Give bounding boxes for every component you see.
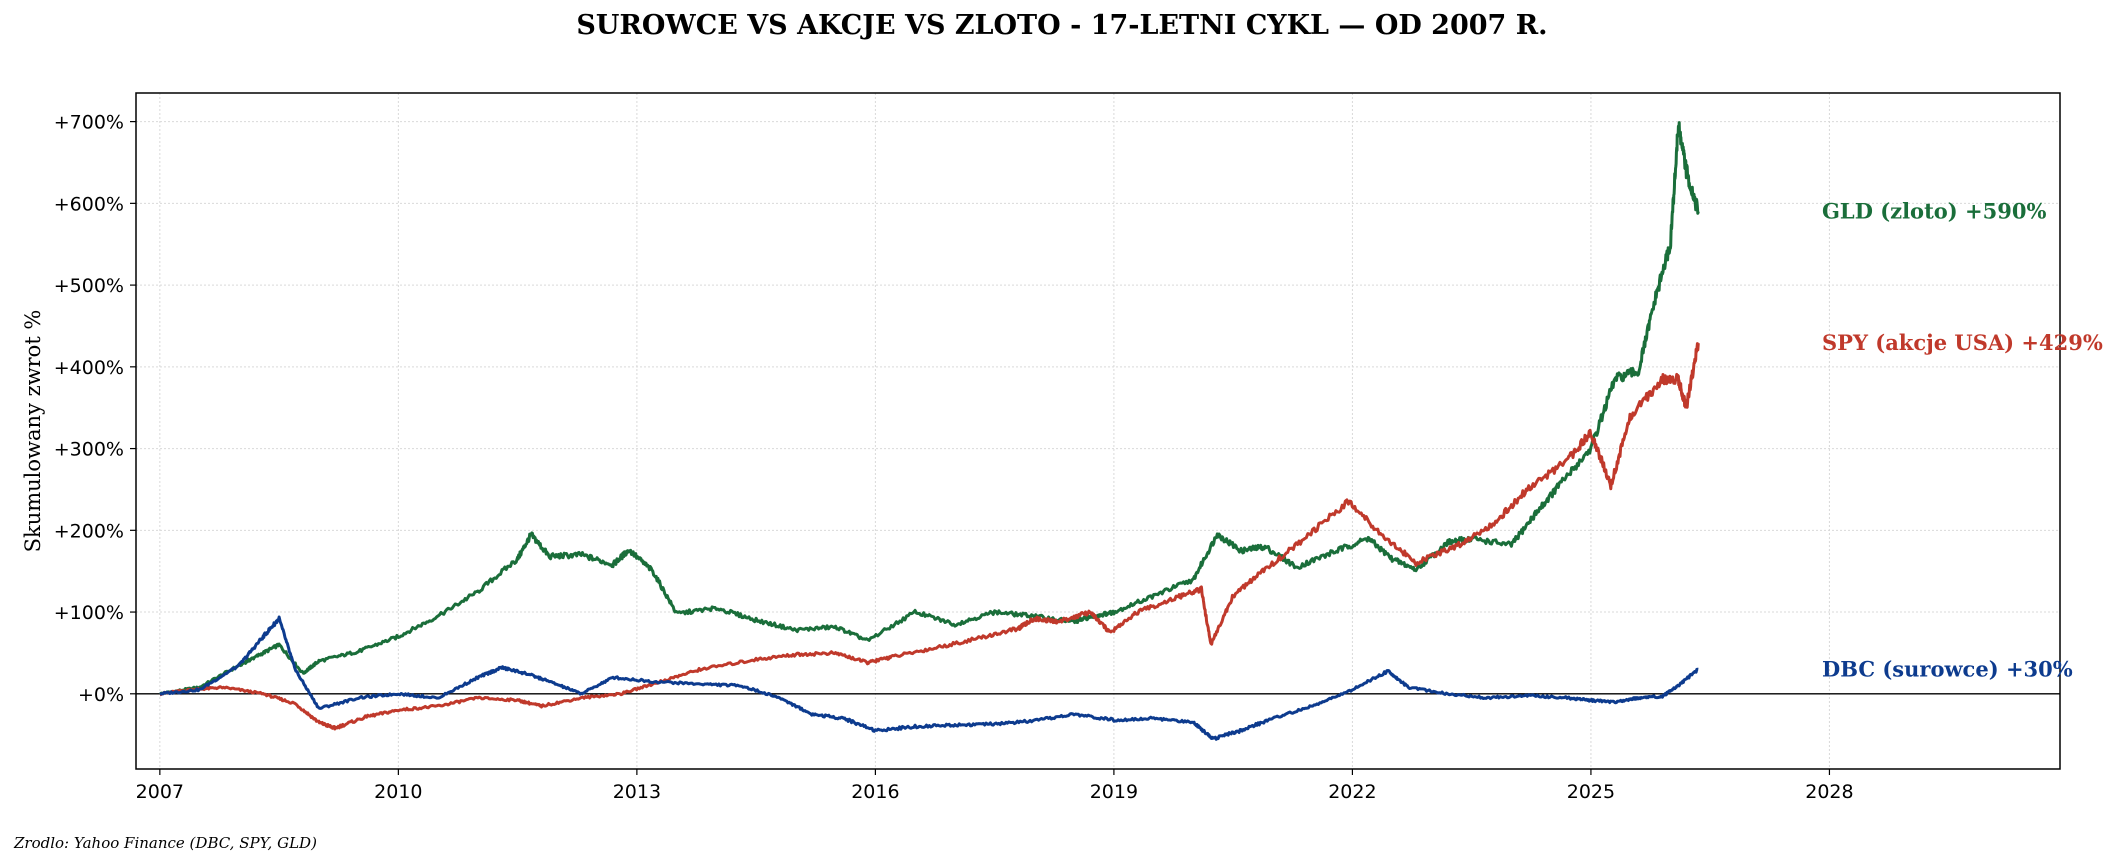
x-tick-label: 2013 bbox=[613, 781, 661, 803]
chart-title: SUROWCE VS AKCJE VS ZLOTO - 17-LETNI CYK… bbox=[576, 10, 1547, 41]
x-tick-label: 2010 bbox=[374, 781, 422, 803]
y-axis-label: Skumulowany zwrot % bbox=[21, 310, 45, 553]
series-line-2 bbox=[159, 342, 1700, 731]
end-label-2: SPY (akcje USA) +429% bbox=[1822, 330, 2103, 355]
plot-frame bbox=[135, 92, 2061, 770]
y-tick-label: +600% bbox=[54, 193, 124, 215]
series-line-1 bbox=[158, 121, 1700, 696]
grid bbox=[136, 93, 2060, 769]
axis-ticks: 2007 2010 2013 2016 2019 2022 2025 2028 +0% +100%… bbox=[54, 112, 1854, 803]
x-tick-label: 2022 bbox=[1328, 781, 1376, 803]
x-tick-label: 2028 bbox=[1805, 781, 1853, 803]
end-label-1: GLD (zloto) +590% bbox=[1822, 199, 2046, 224]
end-label-3: DBC (surowce) +30% bbox=[1822, 656, 2073, 681]
x-tick-label: 2025 bbox=[1567, 781, 1615, 803]
y-tick-label: +300% bbox=[54, 439, 124, 461]
y-tick-label: +500% bbox=[54, 275, 124, 297]
y-tick-label: +700% bbox=[54, 112, 124, 134]
x-tick-label: 2016 bbox=[851, 781, 899, 803]
series-line-3 bbox=[159, 615, 1699, 741]
y-tick-label: +0% bbox=[78, 684, 124, 706]
end-labels: GLD (zloto) +590% SPY (akcje USA) +429% DB… bbox=[1822, 199, 2103, 682]
y-tick-label: +100% bbox=[54, 602, 124, 624]
x-tick-label: 2007 bbox=[136, 781, 184, 803]
source-note: Zrodlo: Yahoo Finance (DBC, SPY, GLD) bbox=[13, 834, 317, 852]
x-tick-label: 2019 bbox=[1090, 781, 1138, 803]
y-tick-label: +400% bbox=[54, 357, 124, 379]
series-lines bbox=[158, 121, 1700, 741]
y-tick-label: +200% bbox=[54, 520, 124, 542]
